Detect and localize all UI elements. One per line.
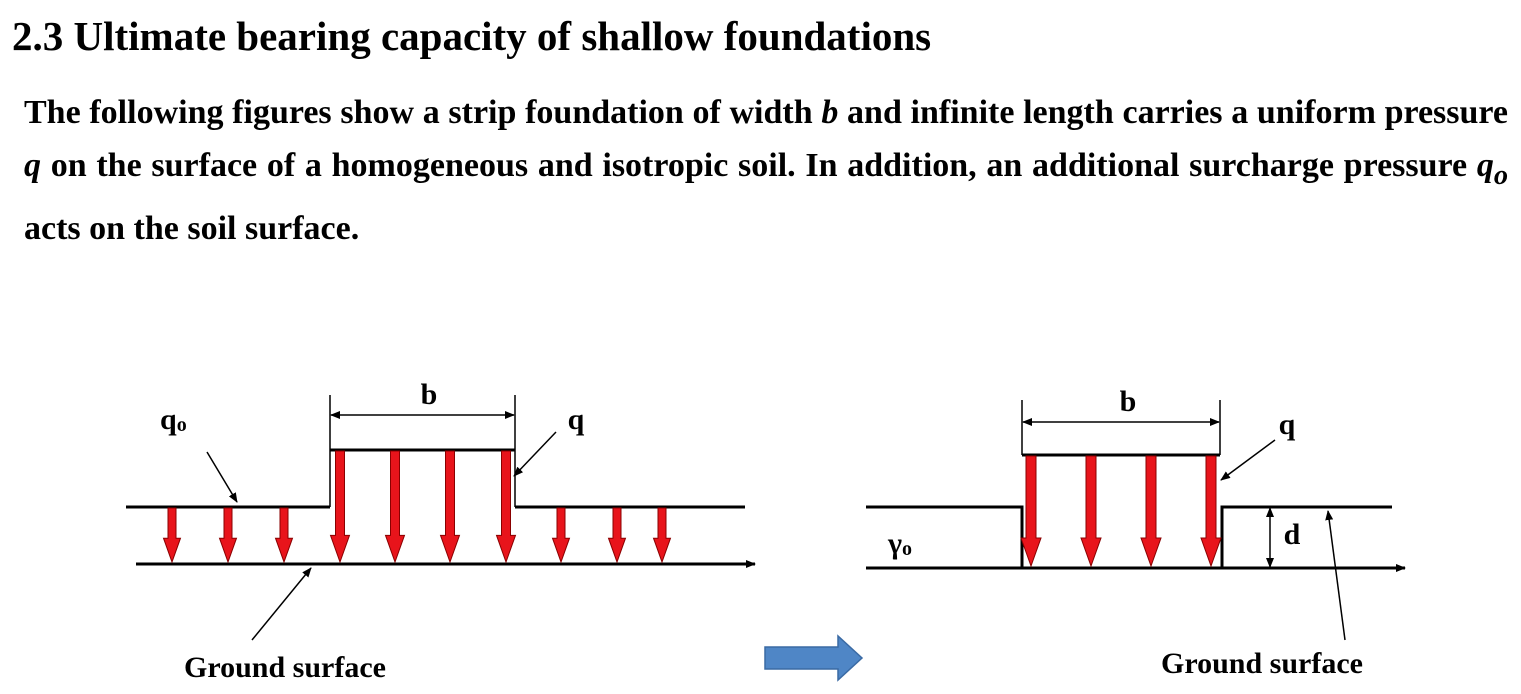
pressure-arrow [495,450,517,564]
pressure-arrow [384,450,406,564]
surcharge-label: qo [160,403,187,436]
load-arrows [162,450,1222,568]
load-label: q [1279,408,1296,441]
width-label: b [421,378,438,411]
title: 2.3 Ultimate bearing capacity of shallow… [12,13,932,59]
text: The following figures show a strip found… [24,94,822,131]
subscript: o [177,414,187,436]
subscript: o [902,538,912,560]
text: on the surface of a homogeneous and isot… [41,147,1477,184]
symbol: γ [887,527,902,560]
right-figure [866,400,1406,641]
width-label: b [1120,385,1137,418]
variable: q [24,147,41,184]
pressure-arrow [329,450,351,564]
pressure-arrow [652,507,672,564]
pressure-arrow [1140,455,1162,568]
pressure-arrow [439,450,461,564]
ground-label: Ground surface [1161,647,1363,680]
variable: b [821,94,839,131]
unit-weight-label: γo [887,527,912,560]
pressure-arrow [607,507,627,564]
paragraph: The following figures show a strip found… [24,86,1508,255]
pressure-arrow [1020,455,1042,568]
load-label: q [568,403,585,436]
pressure-arrow [551,507,571,564]
pressure-arrow [1080,455,1102,568]
text: acts on the soil surface. [24,209,360,247]
variable: q [1476,147,1494,184]
subscript: o [1493,159,1508,191]
transition-arrow [764,634,864,682]
pressure-arrow [218,507,238,564]
pressure-arrow [274,507,294,564]
text: and infinite length carries a uniform pr… [838,94,1508,131]
ground-label: Ground surface [184,651,386,684]
pressure-arrow [1200,455,1222,568]
left-figure [126,395,756,641]
depth-label: d [1284,518,1301,551]
pressure-arrow [162,507,182,564]
symbol: q [160,403,177,436]
